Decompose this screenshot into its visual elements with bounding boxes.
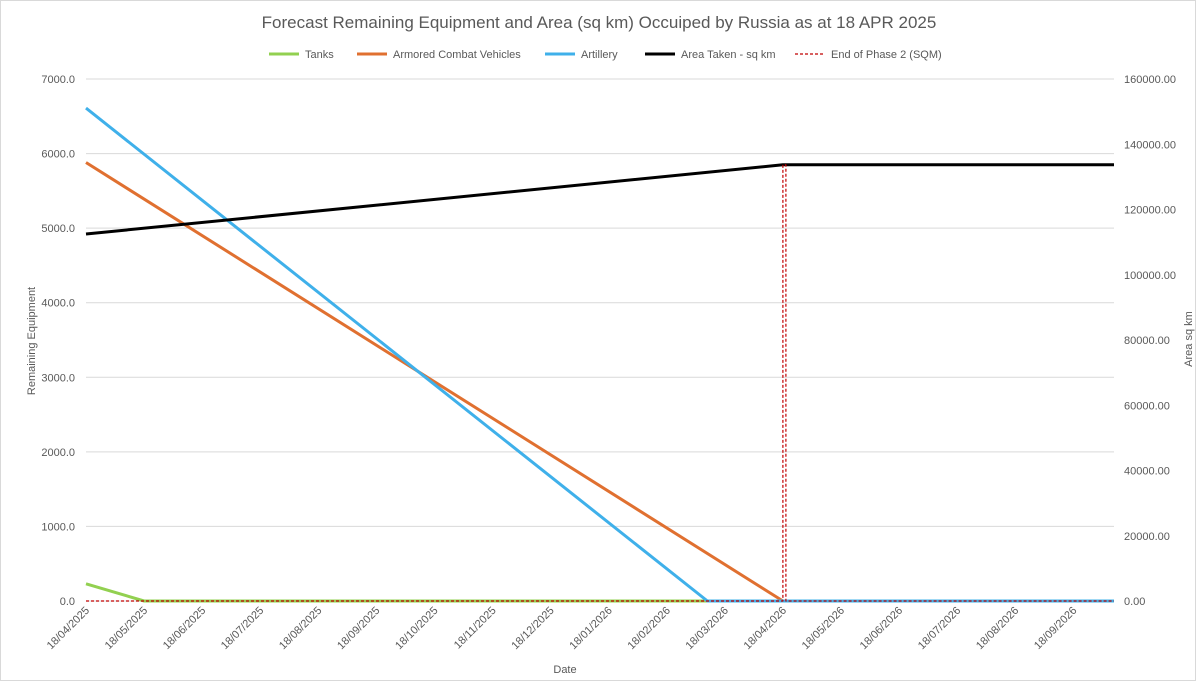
x-tick-label: 18/03/2026 — [684, 605, 731, 652]
y2-tick-label: 120000.00 — [1124, 205, 1176, 217]
x-tick-label: 18/04/2026 — [742, 605, 789, 652]
y-axis-right: 0.00 20000.00 40000.00 60000.00 80000.00 1000… — [1124, 74, 1176, 608]
y-tick-label: 1000.0 — [41, 521, 75, 533]
y-tick-label: 0.0 — [60, 596, 75, 608]
x-tick-label: 18/09/2025 — [335, 605, 382, 652]
x-tick-label: 18/12/2025 — [509, 605, 556, 652]
series-line-tanks — [85, 582, 1114, 603]
chart-title: Forecast Remaining Equipment and Area (s… — [262, 13, 937, 32]
x-tick-label: 18/09/2026 — [1032, 605, 1079, 652]
y-tick-label: 3000.0 — [41, 372, 75, 384]
series-line-end-of-phase-2-sqm — [86, 164, 1114, 602]
series-group — [85, 106, 1114, 603]
x-tick-label: 18/07/2025 — [219, 605, 266, 652]
y-tick-label: 4000.0 — [41, 298, 75, 310]
x-tick-label: 18/08/2026 — [974, 605, 1021, 652]
x-tick-label: 18/07/2026 — [916, 605, 963, 652]
y2-tick-label: 0.00 — [1124, 596, 1145, 608]
y2-tick-label: 40000.00 — [1124, 466, 1170, 478]
x-tick-label: 18/01/2026 — [567, 605, 614, 652]
legend-label: Artillery — [581, 49, 618, 61]
x-axis: 18/04/2025 18/05/2025 18/06/2025 18/07/2025… — [45, 605, 1080, 652]
x-tick-label: 18/04/2025 — [45, 605, 92, 652]
legend-label: End of Phase 2 (SQM) — [831, 49, 942, 61]
y2-axis-title: Area sq km — [1183, 311, 1195, 367]
legend-label: Armored Combat Vehicles — [393, 49, 521, 61]
x-tick-label: 18/05/2025 — [103, 605, 150, 652]
chart-legend: Tanks Armored Combat Vehicles Artillery Are… — [269, 49, 942, 61]
x-tick-label: 18/02/2026 — [625, 605, 672, 652]
y2-tick-label: 140000.00 — [1124, 139, 1176, 151]
x-tick-label: 18/05/2026 — [800, 605, 847, 652]
legend-label: Area Taken - sq km — [681, 49, 776, 61]
y-tick-label: 2000.0 — [41, 447, 75, 459]
series-line-area-taken-sq-km — [85, 163, 1114, 236]
y-tick-label: 6000.0 — [41, 149, 75, 161]
x-tick-label: 18/06/2026 — [858, 605, 905, 652]
y2-tick-label: 20000.00 — [1124, 531, 1170, 543]
y-tick-label: 7000.0 — [41, 74, 75, 86]
legend-label: Tanks — [305, 49, 334, 61]
gridlines — [86, 78, 1114, 602]
y-tick-label: 5000.0 — [41, 223, 75, 235]
x-tick-label: 18/11/2025 — [452, 605, 499, 652]
x-tick-label: 18/06/2025 — [161, 605, 208, 652]
y2-tick-label: 100000.00 — [1124, 270, 1176, 282]
x-axis-title: Date — [553, 664, 576, 676]
y2-tick-label: 80000.00 — [1124, 335, 1170, 347]
y-axis-title: Remaining Equipment — [26, 287, 38, 395]
x-tick-label: 18/10/2025 — [393, 605, 440, 652]
y2-tick-label: 160000.00 — [1124, 74, 1176, 86]
y2-tick-label: 60000.00 — [1124, 400, 1170, 412]
x-tick-label: 18/08/2025 — [277, 605, 324, 652]
y-axis-left: 0.0 1000.0 2000.0 3000.0 4000.0 5000.0 6000.0 7… — [41, 74, 75, 608]
